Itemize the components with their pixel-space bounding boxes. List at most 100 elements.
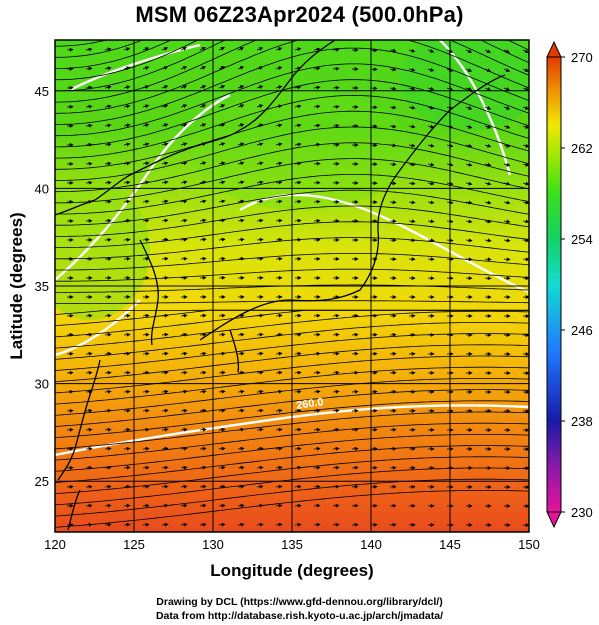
wind-arrow <box>161 218 169 223</box>
wind-arrow <box>484 238 492 243</box>
wind-arrow <box>522 49 529 53</box>
wind-arrow <box>351 522 359 527</box>
wind-arrow <box>408 143 416 148</box>
coastline-korea <box>139 239 159 346</box>
x-tick-label: 125 <box>123 537 145 552</box>
wind-arrow <box>332 389 340 394</box>
wind-arrow <box>237 180 245 185</box>
wind-arrow <box>275 503 283 508</box>
wind-arrow <box>123 351 131 356</box>
wind-arrow <box>104 484 112 489</box>
wind-arrow <box>256 351 264 356</box>
wind-arrow <box>294 161 302 166</box>
wind-arrow <box>332 313 340 318</box>
wind-arrow <box>199 484 207 489</box>
wind-arrow <box>275 237 283 242</box>
wind-arrow <box>237 142 245 147</box>
wind-arrow <box>256 180 264 185</box>
wind-arrow <box>522 219 529 224</box>
wind-arrow <box>142 408 150 413</box>
wind-arrow <box>275 522 283 527</box>
wind-arrow <box>180 351 188 356</box>
wind-arrow <box>256 161 264 166</box>
wind-arrow <box>199 142 207 147</box>
wind-arrow <box>237 104 245 108</box>
wind-arrow <box>142 332 150 337</box>
wind-arrow <box>199 104 207 108</box>
wind-arrow <box>218 503 226 508</box>
wind-arrow <box>522 68 529 72</box>
wind-arrow <box>522 124 529 129</box>
wind-arrow <box>256 446 264 451</box>
wind-arrow <box>275 161 283 166</box>
streamline <box>55 445 529 483</box>
wind-arrow <box>180 465 188 470</box>
wind-arrow <box>85 370 93 375</box>
wind-arrow <box>256 427 264 432</box>
wind-arrow <box>294 465 302 470</box>
streamline <box>55 237 529 260</box>
wind-arrow <box>199 370 207 375</box>
wind-arrow <box>161 465 169 470</box>
coastline-asia <box>55 40 336 216</box>
wind-arrow <box>294 85 302 90</box>
wind-arrow <box>484 219 492 224</box>
wind-arrow <box>408 162 416 167</box>
wind-arrow <box>123 123 131 128</box>
wind-arrow <box>142 522 150 527</box>
wind-arrow <box>161 47 169 51</box>
wind-arrow <box>275 408 283 413</box>
wind-arrow <box>503 238 511 243</box>
wind-arrow <box>199 161 207 166</box>
wind-arrow <box>313 484 321 489</box>
chart-title: MSM 06Z23Apr2024 (500.0hPa) <box>135 2 464 27</box>
wind-arrow <box>275 427 283 432</box>
wind-arrow <box>484 87 492 91</box>
wind-arrow <box>389 67 397 72</box>
wind-arrow <box>161 389 169 394</box>
wind-arrow <box>142 180 150 185</box>
wind-arrow <box>237 465 245 470</box>
wind-arrow <box>142 47 150 51</box>
wind-arrow <box>218 522 226 527</box>
streamline <box>55 456 529 495</box>
wind-arrow <box>237 332 245 337</box>
contour-line <box>55 404 529 457</box>
wind-arrow <box>351 408 359 413</box>
wind-arrow <box>218 85 226 89</box>
wind-arrow <box>332 427 340 432</box>
wind-arrow <box>503 162 511 167</box>
graticule <box>55 40 529 532</box>
wind-arrow <box>218 142 226 147</box>
wind-arrow <box>294 408 302 413</box>
wind-arrow <box>199 66 207 70</box>
wind-arrow <box>465 124 473 129</box>
x-tick-label: 120 <box>44 537 66 552</box>
wind-arrow <box>218 237 226 242</box>
wind-arrow <box>237 389 245 394</box>
wind-arrow <box>180 161 188 166</box>
wind-arrow <box>522 200 529 205</box>
wind-arrow <box>104 408 112 413</box>
wind-arrow <box>427 200 435 205</box>
wind-arrow <box>313 66 321 71</box>
wind-arrow <box>123 161 131 166</box>
wind-arrow <box>351 503 359 508</box>
wind-arrow <box>332 408 340 413</box>
streamline <box>55 310 529 349</box>
wind-arrow <box>218 332 226 337</box>
wind-arrow <box>142 484 150 489</box>
streamline <box>55 411 529 450</box>
wind-arrow <box>180 370 188 375</box>
wind-arrow <box>161 351 169 356</box>
wind-arrow <box>199 351 207 356</box>
wind-arrow <box>313 85 321 90</box>
wind-arrow <box>256 66 264 70</box>
wind-arrow <box>275 85 283 90</box>
wind-arrow <box>237 522 245 527</box>
wind-arrow <box>199 47 207 51</box>
wind-arrow <box>161 427 169 432</box>
wind-arrow <box>294 503 302 508</box>
wind-arrow <box>180 104 188 109</box>
